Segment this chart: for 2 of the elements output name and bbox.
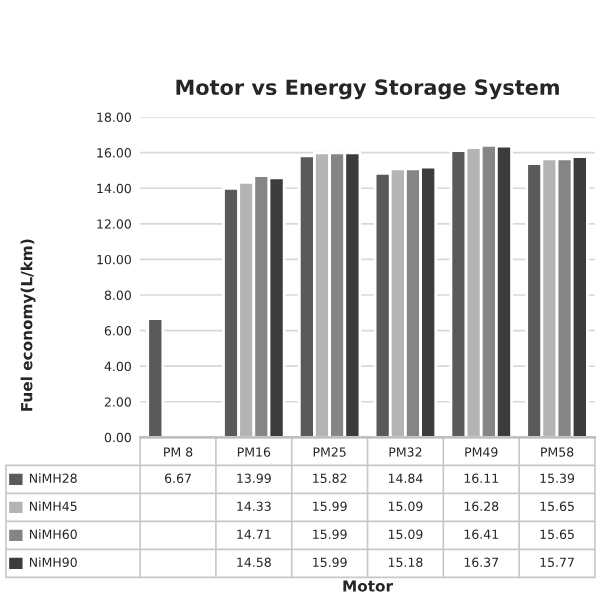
bar: [146, 317, 165, 438]
chart-title: Motor vs Energy Storage System: [176, 79, 559, 100]
